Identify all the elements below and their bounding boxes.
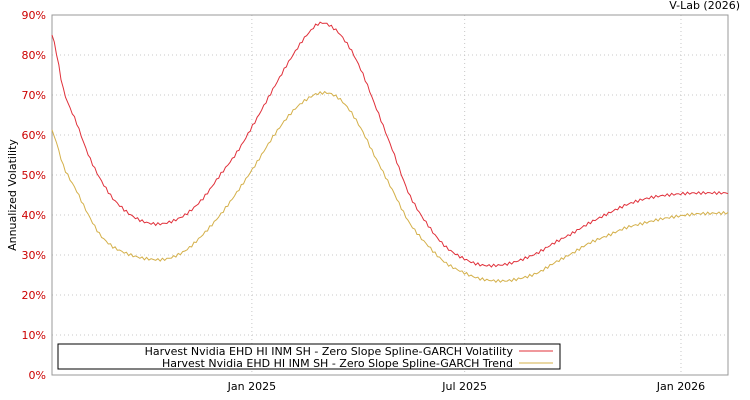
y-tick-label: 70% — [22, 89, 46, 102]
chart-credit: V-Lab (2026) — [669, 0, 740, 12]
y-tick-label: 40% — [22, 209, 46, 222]
legend: Harvest Nvidia EHD HI INM SH - Zero Slop… — [57, 343, 561, 370]
y-tick-label: 10% — [22, 329, 46, 342]
legend-box — [57, 343, 561, 370]
x-axis: Jan 2025 Jul 2025 Jan 2026 — [227, 380, 706, 393]
volatility-line — [51, 21, 729, 268]
y-tick-label: 20% — [22, 289, 46, 302]
x-tick-label: Jan 2025 — [227, 380, 276, 393]
legend-label-trend: Harvest Nvidia EHD HI INM SH - Zero Slop… — [162, 357, 513, 370]
series-lines — [51, 21, 729, 283]
y-tick-label: 30% — [22, 249, 46, 262]
plot-frame — [51, 14, 729, 376]
y-axis-label: Annualized Volatility — [6, 139, 19, 251]
y-tick-label: 0% — [29, 369, 46, 382]
y-tick-label: 50% — [22, 169, 46, 182]
y-tick-label: 60% — [22, 129, 46, 142]
y-tick-label: 80% — [22, 49, 46, 62]
x-tick-label: Jan 2026 — [656, 380, 705, 393]
y-tick-label: 90% — [22, 9, 46, 22]
x-tick-label: Jul 2025 — [441, 380, 487, 393]
legend-label-volatility: Harvest Nvidia EHD HI INM SH - Zero Slop… — [145, 345, 514, 358]
y-axis: 0% 10% 20% 30% 40% 50% 60% 70% 80% 90% — [22, 9, 46, 382]
trend-line — [51, 90, 729, 283]
